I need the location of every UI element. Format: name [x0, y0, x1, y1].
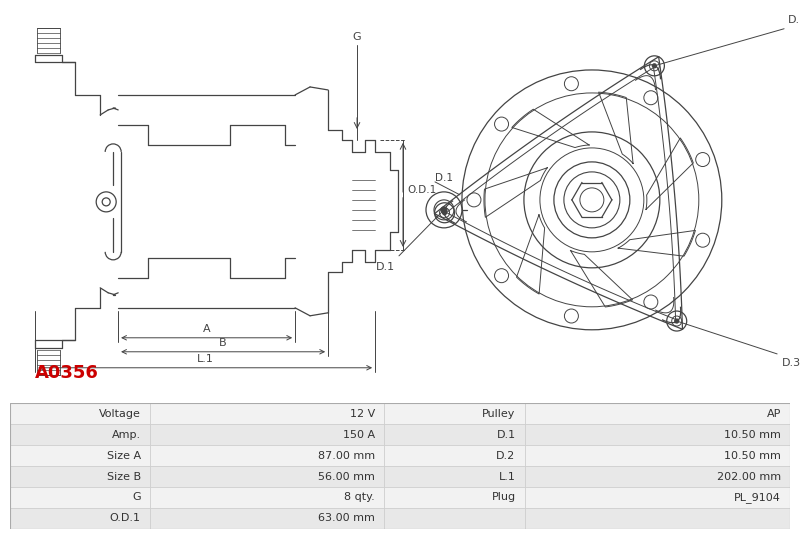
Text: D.2: D.2	[788, 15, 800, 25]
Text: L.1: L.1	[197, 354, 214, 364]
Text: B: B	[219, 338, 227, 348]
Bar	[525, 424, 790, 445]
Circle shape	[674, 319, 678, 323]
Bar	[384, 466, 525, 487]
Text: PL_9104: PL_9104	[734, 492, 781, 503]
Text: D.1: D.1	[435, 173, 453, 183]
Text: G: G	[353, 32, 362, 42]
Text: 63.00 mm: 63.00 mm	[318, 513, 375, 523]
Text: D.1: D.1	[376, 262, 395, 272]
Bar	[384, 403, 525, 424]
Bar	[384, 445, 525, 466]
Text: 56.00 mm: 56.00 mm	[318, 472, 375, 481]
Circle shape	[652, 64, 656, 68]
Text: 8 qty.: 8 qty.	[344, 492, 375, 503]
Text: A0356: A0356	[35, 364, 99, 382]
Text: Pulley: Pulley	[482, 409, 515, 419]
Bar	[10, 487, 150, 508]
Text: Amp.: Amp.	[112, 430, 141, 440]
Bar	[525, 445, 790, 466]
Bar	[150, 466, 384, 487]
Text: L.1: L.1	[498, 472, 515, 481]
Bar	[384, 424, 525, 445]
Text: Size B: Size B	[106, 472, 141, 481]
Text: 87.00 mm: 87.00 mm	[318, 451, 375, 461]
Bar	[10, 403, 150, 424]
Text: 202.00 mm: 202.00 mm	[717, 472, 781, 481]
Circle shape	[441, 207, 447, 213]
Bar	[150, 487, 384, 508]
Text: D.2: D.2	[496, 451, 515, 461]
Text: 150 A: 150 A	[343, 430, 375, 440]
Bar	[384, 508, 525, 529]
Text: Voltage: Voltage	[99, 409, 141, 419]
Bar	[384, 487, 525, 508]
Text: A: A	[203, 324, 210, 334]
Bar	[150, 403, 384, 424]
Text: 12 V: 12 V	[350, 409, 375, 419]
Bar	[150, 424, 384, 445]
Bar	[10, 508, 150, 529]
Text: AP: AP	[766, 409, 781, 419]
Bar	[150, 508, 384, 529]
Bar	[525, 403, 790, 424]
Bar	[10, 445, 150, 466]
Circle shape	[442, 211, 446, 215]
Text: D.1: D.1	[497, 430, 515, 440]
Text: Plug: Plug	[491, 492, 515, 503]
Bar	[525, 508, 790, 529]
Text: 10.50 mm: 10.50 mm	[724, 451, 781, 461]
Text: Size A: Size A	[106, 451, 141, 461]
Text: 10.50 mm: 10.50 mm	[724, 430, 781, 440]
Bar	[150, 445, 384, 466]
Text: O.D.1: O.D.1	[407, 185, 436, 195]
Bar	[10, 466, 150, 487]
Text: D.3: D.3	[782, 358, 800, 368]
Bar	[525, 466, 790, 487]
Bar	[525, 487, 790, 508]
Bar	[10, 424, 150, 445]
Text: O.D.1: O.D.1	[110, 513, 141, 523]
Text: G: G	[132, 492, 141, 503]
